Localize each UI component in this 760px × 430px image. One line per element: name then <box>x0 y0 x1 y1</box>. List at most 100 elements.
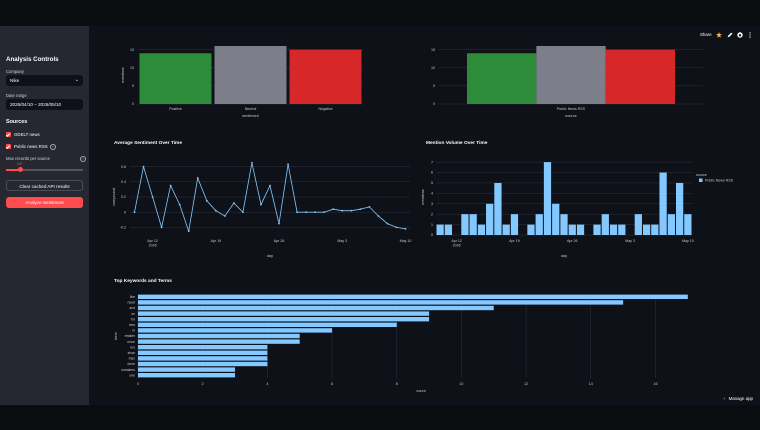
volume-bar <box>510 214 519 235</box>
x-tick-label: 12 <box>524 382 528 386</box>
legend-title: source <box>696 173 707 177</box>
y-axis-label: mentions <box>421 189 425 205</box>
y-tick-label: for <box>131 317 136 321</box>
rss-checkbox[interactable] <box>6 144 11 149</box>
manage-app-button[interactable]: ‹ Manage app <box>723 396 753 401</box>
analyze-sentiment-button[interactable]: Analyze Sentiment <box>6 197 83 208</box>
volume-bar <box>634 214 642 235</box>
avg-sentiment-title: Average Sentiment Over Time <box>114 141 182 146</box>
data-point <box>133 211 136 214</box>
y-tick-label: -0.2 <box>120 226 126 230</box>
data-point <box>368 205 371 208</box>
y-tick-label: 1 <box>431 223 433 227</box>
bar-negative <box>289 49 362 104</box>
data-point <box>142 165 145 168</box>
gdelt-checkbox[interactable] <box>6 132 11 137</box>
keyword-bar <box>138 328 333 333</box>
x-tick-label: 8 <box>396 382 398 386</box>
data-point <box>377 215 380 217</box>
date-range-label: Date range <box>6 93 27 98</box>
y-tick-label: shoe <box>128 351 135 355</box>
y-tick-label: 0 <box>433 102 435 106</box>
volume-bar <box>618 224 626 235</box>
y-tick-label: 10 <box>130 66 134 70</box>
data-point <box>232 202 235 204</box>
x-axis-label: day <box>561 254 567 258</box>
keyword-bar <box>138 317 430 322</box>
mention-volume-title: Mention Volume Over Time <box>426 141 488 146</box>
gdelt-label: GDELT news <box>14 132 40 137</box>
y-axis-label: compound <box>112 188 116 206</box>
help-icon[interactable]: ? <box>80 156 86 162</box>
keyword-bar <box>138 350 268 355</box>
data-point <box>287 163 289 166</box>
clear-cache-button[interactable]: Clear cached API results <box>6 180 83 191</box>
data-point <box>260 203 262 206</box>
data-point <box>251 161 253 164</box>
y-tick-label: 5 <box>431 181 433 185</box>
more-vertical-icon[interactable] <box>748 32 752 38</box>
y-tick-label: on <box>131 312 135 316</box>
github-icon[interactable] <box>737 32 743 38</box>
data-point <box>242 211 244 214</box>
legend-swatch <box>699 178 703 182</box>
data-point <box>160 226 163 229</box>
company-select-value: Nike <box>10 78 20 83</box>
x-tick-label: 16 <box>653 382 657 386</box>
x-tick-label: Apr 26 <box>274 239 285 243</box>
volume-bar <box>601 214 609 235</box>
x-tick-label: Apr 19 <box>211 239 222 243</box>
y-tick-label: like <box>130 295 135 299</box>
keyword-bar <box>138 294 688 299</box>
outer-top-border <box>0 0 760 26</box>
volume-bar <box>593 224 601 235</box>
keyword-bar <box>138 356 268 361</box>
x-tick-label: 4 <box>266 382 268 386</box>
x-tick-label: Apr 19 <box>509 239 520 243</box>
y-tick-label: 2 <box>431 212 433 216</box>
volume-bar <box>444 224 453 235</box>
y-tick-label: 0 <box>132 102 134 106</box>
bar-positive <box>139 53 212 104</box>
y-tick-label: 15 <box>431 48 435 52</box>
y-tick-label: 5 <box>433 84 435 88</box>
y-tick-label: 0.6 <box>121 165 126 169</box>
star-icon[interactable] <box>716 32 722 38</box>
data-point <box>350 209 353 212</box>
data-point <box>214 209 217 212</box>
volume-bar <box>659 172 667 235</box>
sidebar: Analysis Controls Company Nike ⌄ Date ra… <box>0 26 89 405</box>
date-range-input[interactable]: 2026/04/10 – 2026/05/10 <box>6 99 83 110</box>
y-tick-label: 5 <box>132 84 134 88</box>
data-point <box>404 228 407 230</box>
help-icon[interactable]: ? <box>49 144 56 150</box>
y-tick-label: more <box>127 340 135 344</box>
manage-app-label: Manage app <box>728 396 753 401</box>
max-records-slider-track[interactable] <box>6 169 83 171</box>
data-point <box>187 230 190 233</box>
pencil-icon[interactable] <box>727 32 733 38</box>
sentiment-distribution-chart: 0 5 10 15 mentions sentiment Positive Neutral Ne… <box>121 46 363 118</box>
y-tick-label: retailer <box>125 334 136 338</box>
share-button[interactable]: Share <box>700 32 712 37</box>
data-point <box>151 196 154 198</box>
company-select[interactable]: Nike ⌄ <box>6 75 83 86</box>
outer-bottom-border <box>0 405 760 430</box>
sources-heading: Sources <box>6 119 28 125</box>
data-point <box>359 208 362 211</box>
rss-label: Public news RSS? <box>14 144 56 150</box>
y-axis-label: mentions <box>425 67 426 83</box>
max-records-slider-thumb[interactable] <box>18 167 23 172</box>
volume-bar <box>486 203 494 235</box>
max-records-slider-fill <box>6 169 20 171</box>
keyword-bar <box>138 367 236 372</box>
y-tick-label: 6 <box>431 171 433 175</box>
y-tick-label: 7 <box>431 160 433 164</box>
volume-bar <box>560 214 568 235</box>
volume-bar <box>667 214 675 235</box>
y-tick-label: run <box>130 345 135 349</box>
streamlit-app: Analysis Controls Company Nike ⌄ Date ra… <box>0 26 760 405</box>
volume-bar <box>502 224 510 235</box>
data-point <box>269 184 271 187</box>
